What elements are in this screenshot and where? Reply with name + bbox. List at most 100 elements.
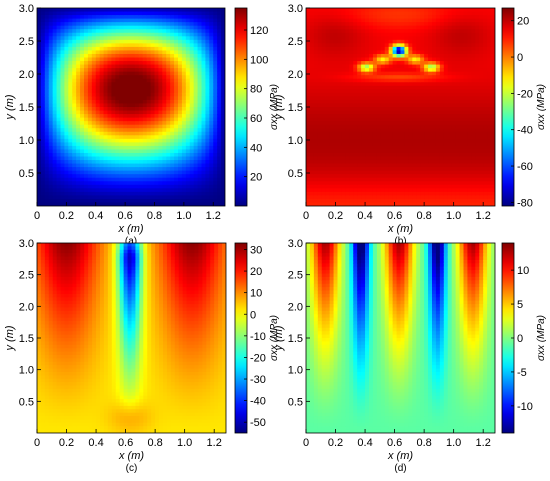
heatmap-cell (154, 50, 160, 55)
heatmap-cell (91, 188, 97, 193)
heatmap-cell (115, 71, 120, 76)
heatmap-cell (306, 75, 311, 80)
heatmap-cell (115, 184, 120, 189)
heatmap-cell (181, 18, 187, 23)
heatmap-cell (123, 181, 128, 186)
heatmap-cell (95, 170, 101, 175)
heatmap-cell (317, 152, 323, 158)
heatmap-cell (60, 114, 66, 119)
heatmap-cell (372, 107, 378, 112)
heatmap-cell (174, 191, 179, 196)
heatmap-cell (309, 114, 315, 119)
heatmap-cell (221, 61, 225, 66)
heatmap-cell (64, 68, 69, 73)
heatmap-cell (174, 128, 179, 133)
heatmap-cell (349, 36, 354, 41)
heatmap-cell (459, 188, 465, 193)
heatmap-cell (119, 75, 124, 80)
heatmap-cell (353, 167, 358, 172)
heatmap-cell (424, 198, 429, 204)
heatmap-cell (166, 64, 171, 69)
heatmap-cell (44, 138, 50, 143)
heatmap-cell (404, 198, 409, 204)
heatmap-cell (91, 177, 97, 182)
heatmap-cell (68, 103, 73, 108)
heatmap-cell (408, 99, 413, 105)
heatmap-cell (451, 64, 457, 69)
heatmap-cell (87, 114, 93, 119)
heatmap-cell (455, 191, 461, 196)
heatmap-cell (37, 110, 42, 115)
heatmap-cell (91, 46, 97, 52)
heatmap-cell (451, 142, 457, 147)
heatmap-cell (142, 103, 148, 108)
heatmap-cell (178, 92, 183, 97)
heatmap-cell (107, 11, 113, 16)
heatmap-cell (170, 46, 175, 52)
heatmap-cell (107, 181, 113, 186)
heatmap-cell (205, 131, 210, 136)
heatmap-cell (84, 57, 89, 62)
heatmap-cell (396, 46, 402, 52)
heatmap-cell (388, 195, 394, 200)
heatmap-cell (443, 92, 449, 97)
heatmap-cell (329, 68, 335, 73)
heatmap-cell (158, 89, 163, 94)
heatmap-cell (123, 78, 128, 83)
heatmap-cell (119, 121, 124, 126)
heatmap-cell (459, 174, 465, 179)
heatmap-cell (447, 8, 453, 13)
heatmap-cell (443, 160, 449, 165)
heatmap-cell (321, 152, 327, 158)
heatmap-cell (376, 82, 382, 87)
heatmap-cell (321, 64, 327, 69)
heatmap-cell (181, 145, 187, 151)
heatmap-cell (321, 103, 327, 108)
heatmap-cell (412, 89, 417, 94)
heatmap-cell (333, 96, 339, 101)
heatmap-cell (56, 53, 62, 59)
heatmap-cell (99, 22, 105, 27)
heatmap-cell (341, 149, 346, 154)
heatmap-cell (435, 124, 441, 129)
heatmap-cell (369, 50, 374, 55)
heatmap-cell (388, 124, 394, 129)
heatmap-cell (158, 50, 163, 55)
heatmap-cell (213, 39, 218, 44)
heatmap-cell (142, 22, 148, 27)
heatmap-cell (380, 18, 386, 23)
heatmap-cell (84, 124, 89, 129)
heatmap-cell (388, 43, 394, 48)
heatmap-cell (150, 46, 156, 52)
heatmap-cell (432, 61, 437, 66)
heatmap-cell (166, 138, 171, 143)
heatmap-cell (170, 32, 175, 37)
heatmap-cell (416, 128, 421, 133)
heatmap-cell (99, 156, 105, 161)
heatmap-cell (455, 195, 461, 200)
heatmap-cell (91, 85, 97, 90)
heatmap-cell (158, 145, 163, 151)
heatmap-cell (408, 32, 413, 37)
heatmap-cell (170, 117, 175, 122)
heatmap-cell (76, 149, 81, 154)
heatmap-cell (162, 71, 167, 76)
heatmap-cell (91, 92, 97, 97)
heatmap-cell (309, 68, 315, 73)
heatmap-cell (447, 181, 453, 186)
heatmap-cell (48, 68, 54, 73)
heatmap-cell (221, 142, 225, 147)
heatmap-cell (412, 156, 417, 161)
heatmap-cell (365, 89, 370, 94)
heatmap-cell (205, 57, 210, 62)
heatmap-cell (162, 167, 167, 172)
heatmap-cell (325, 46, 331, 52)
heatmap-cell (80, 145, 85, 151)
heatmap-cell (459, 29, 465, 34)
heatmap-cell (64, 195, 69, 200)
heatmap-cell (115, 82, 120, 87)
heatmap-cell (193, 99, 199, 105)
heatmap-cell (44, 96, 50, 101)
heatmap-cell (142, 29, 148, 34)
heatmap-cell (432, 39, 437, 44)
